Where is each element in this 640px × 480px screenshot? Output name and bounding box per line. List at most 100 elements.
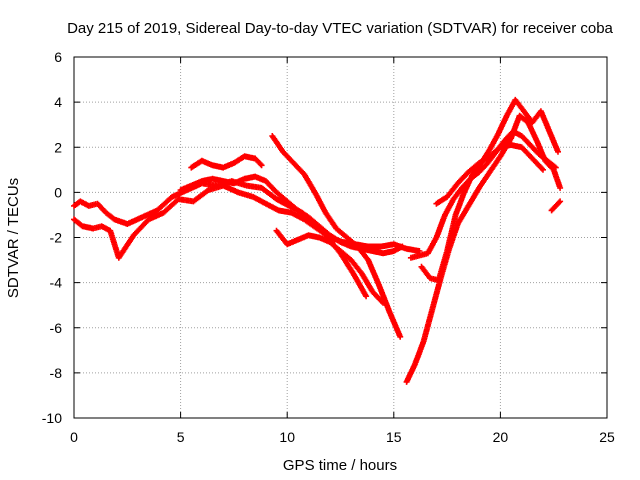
data-point xyxy=(444,214,446,216)
data-point xyxy=(246,185,248,187)
x-axis-ticks: 0 5 10 15 20 25 xyxy=(70,57,615,445)
data-point xyxy=(244,178,246,180)
x-tick-label: 20 xyxy=(493,429,509,445)
data-point xyxy=(371,291,373,293)
data-point xyxy=(314,191,316,193)
data-point xyxy=(101,225,103,227)
data-point xyxy=(467,171,469,173)
data-point xyxy=(478,162,480,164)
data-point xyxy=(303,218,305,220)
data-point xyxy=(265,180,267,182)
data-point xyxy=(457,223,459,225)
data-point xyxy=(542,169,544,171)
data-point xyxy=(88,205,90,207)
data-point xyxy=(350,259,352,261)
y-tick-label: 4 xyxy=(54,94,62,110)
x-tick-label: 25 xyxy=(599,429,615,445)
data-point xyxy=(455,214,457,216)
data-point xyxy=(489,149,491,151)
data-point xyxy=(192,200,194,202)
data-point xyxy=(163,212,165,214)
data-point xyxy=(118,257,120,259)
data-point xyxy=(399,336,401,338)
data-point xyxy=(190,185,192,187)
data-point xyxy=(286,243,288,245)
data-point xyxy=(357,246,359,248)
x-tick-label: 15 xyxy=(386,429,402,445)
data-point xyxy=(435,237,437,238)
data-point xyxy=(293,162,295,164)
data-point xyxy=(201,160,203,162)
data-point xyxy=(519,115,521,117)
x-tick-label: 10 xyxy=(279,429,295,445)
data-point xyxy=(467,205,469,207)
data-point xyxy=(109,230,111,232)
data-point xyxy=(222,167,224,169)
data-point xyxy=(531,158,533,160)
data-point xyxy=(308,234,310,236)
data-point xyxy=(216,185,218,187)
x-tick-label: 5 xyxy=(177,429,185,445)
data-point xyxy=(278,209,280,211)
data-point xyxy=(378,284,380,286)
data-point xyxy=(276,198,278,200)
data-point xyxy=(308,216,310,218)
data-point xyxy=(290,212,292,214)
data-point xyxy=(190,167,192,169)
data-point xyxy=(265,203,267,205)
chart-title: Day 215 of 2019, Sidereal Day-to-day VTE… xyxy=(67,20,613,37)
series-track-3 xyxy=(188,153,265,171)
data-point xyxy=(529,144,531,146)
data-point xyxy=(133,234,135,236)
y-tick-label: -8 xyxy=(50,365,63,381)
y-tick-label: -10 xyxy=(42,410,62,426)
data-point xyxy=(478,171,480,173)
y-tick-label: -6 xyxy=(50,320,63,336)
data-point xyxy=(489,171,491,173)
data-point xyxy=(261,187,263,189)
data-point xyxy=(557,151,559,153)
data-point xyxy=(418,250,420,252)
data-point xyxy=(233,182,235,184)
data-point xyxy=(177,198,179,200)
data-point xyxy=(261,164,263,166)
data-point xyxy=(514,99,516,101)
series-track-4 xyxy=(177,173,406,257)
data-point xyxy=(521,146,523,148)
data-point xyxy=(244,155,246,157)
data-point xyxy=(393,250,395,252)
data-point xyxy=(446,250,448,252)
data-point xyxy=(499,146,501,148)
data-point xyxy=(114,218,116,220)
data-point xyxy=(410,257,412,259)
data-point xyxy=(156,209,158,211)
data-point xyxy=(536,139,538,141)
data-point xyxy=(79,200,81,202)
data-point xyxy=(148,218,150,220)
data-point xyxy=(423,340,425,342)
data-point xyxy=(96,203,98,205)
data-point xyxy=(435,203,437,205)
y-axis-label: SDTVAR / TECUs xyxy=(5,178,22,298)
data-point xyxy=(335,227,337,229)
data-point xyxy=(457,182,459,184)
data-point xyxy=(421,266,423,268)
data-point xyxy=(329,234,331,236)
data-point xyxy=(282,151,284,153)
data-point xyxy=(497,133,499,135)
y-axis-ticks: -10 -8 -6 -4 -2 0 2 4 6 xyxy=(42,49,607,426)
data-point xyxy=(367,246,369,248)
data-point xyxy=(252,196,254,198)
data-point xyxy=(222,180,224,182)
data-point xyxy=(276,191,278,193)
data-point xyxy=(463,191,465,193)
data-point xyxy=(452,198,454,200)
data-point xyxy=(559,187,561,189)
data-point xyxy=(82,225,84,227)
data-point xyxy=(555,167,557,169)
series-track-11 xyxy=(548,198,564,214)
series-track-6 xyxy=(273,227,387,306)
data-point xyxy=(499,155,501,157)
data-point xyxy=(233,162,235,164)
